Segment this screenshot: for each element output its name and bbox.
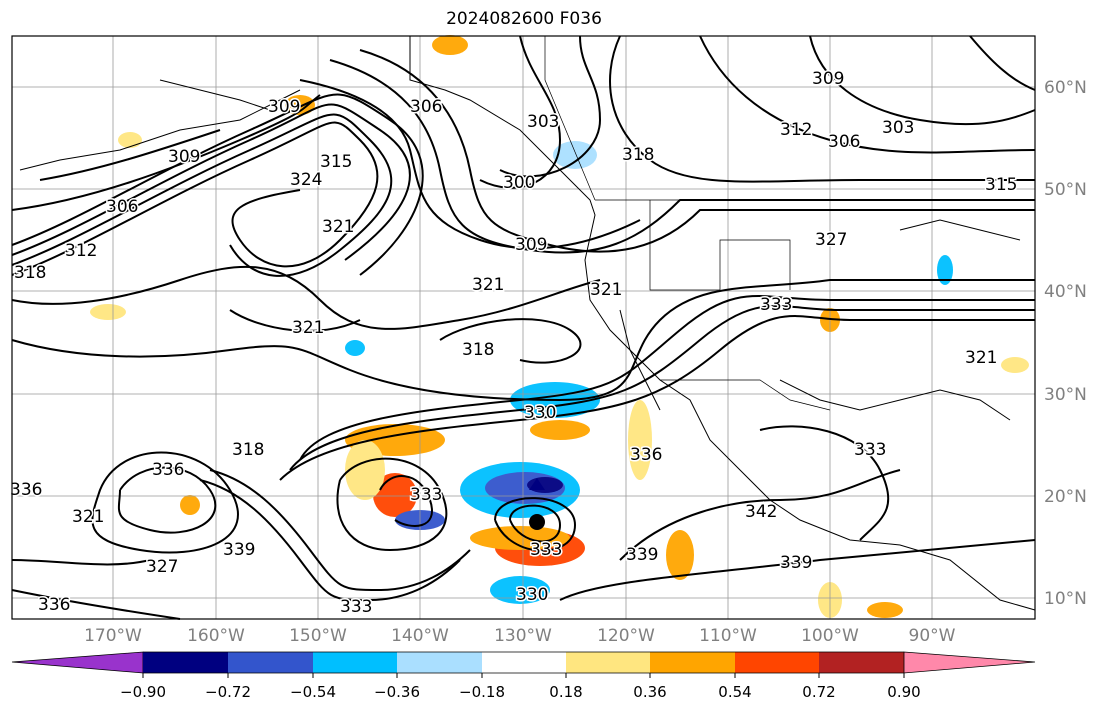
colorbar-tick-label: −0.72	[205, 683, 251, 701]
contour-label: 306	[828, 132, 860, 152]
colorbar	[11, 651, 1036, 678]
contour-label: 309	[812, 69, 844, 89]
lon-label: 130°W	[494, 626, 552, 646]
contour-label: 339	[626, 545, 658, 565]
contour-label: 336	[152, 460, 184, 480]
graticule	[12, 36, 1035, 619]
contour-label: 336	[10, 480, 42, 500]
contour-label: 309	[268, 97, 300, 117]
colorbar-tick-label: −0.54	[290, 683, 336, 701]
contour-label: 333	[760, 295, 792, 315]
contour-label: 333	[530, 540, 562, 560]
contour-label: 327	[815, 230, 847, 250]
coastlines	[19, 36, 1036, 611]
contour-label: 333	[854, 440, 886, 460]
map-title: 2024082600 F036	[446, 9, 602, 29]
contour-label: 309	[515, 235, 547, 255]
lon-label: 120°W	[597, 626, 655, 646]
contour-label: 333	[410, 485, 442, 505]
lat-label: 10°N	[1044, 589, 1087, 609]
contour-label: 318	[622, 145, 654, 165]
contour-labels: 306 309 312 318 315 324 321 306 303 309 …	[9, 68, 1019, 619]
contour-label: 306	[410, 97, 442, 117]
contour-label: 306	[106, 197, 138, 217]
colorbar-tick-label: 0.36	[633, 683, 667, 701]
contour-label: 321	[322, 217, 354, 237]
colorbar-tick-label: −0.90	[120, 683, 166, 701]
contour-label: 300	[503, 173, 535, 193]
contour-label: 312	[780, 120, 812, 140]
contour-label: 333	[340, 597, 372, 617]
storm-triangle	[529, 478, 545, 490]
contour-label: 339	[780, 553, 812, 573]
contour-label: 336	[38, 595, 70, 615]
contour-label: 339	[223, 540, 255, 560]
contour-label: 318	[462, 340, 494, 360]
contour-label: 303	[527, 112, 559, 132]
contour-label: 330	[524, 403, 556, 423]
colorbar-tick-label: 0.90	[887, 683, 921, 701]
lat-label: 30°N	[1044, 385, 1087, 405]
lon-label: 110°W	[699, 626, 757, 646]
contour-label: 321	[590, 280, 622, 300]
contour-label: 318	[14, 263, 46, 283]
lon-label: 90°W	[908, 626, 956, 646]
lat-label: 60°N	[1044, 78, 1087, 98]
contour-label: 330	[516, 585, 548, 605]
contour-label: 318	[232, 440, 264, 460]
contour-label: 324	[290, 170, 322, 190]
contour-label: 336	[630, 445, 662, 465]
lon-label: 170°W	[84, 626, 142, 646]
lon-label: 140°W	[391, 626, 449, 646]
lat-label: 40°N	[1044, 282, 1087, 302]
colorbar-tick-label: −0.36	[374, 683, 420, 701]
contour-label: 321	[292, 318, 324, 338]
contour-label: 303	[882, 118, 914, 138]
contour-label: 321	[965, 348, 997, 368]
colorbar-tick-label: 0.72	[802, 683, 836, 701]
lat-label: 20°N	[1044, 487, 1087, 507]
lon-label: 100°W	[801, 626, 859, 646]
storm-center	[529, 514, 545, 530]
colorbar-tick-label: 0.18	[549, 683, 583, 701]
contour-label: 321	[72, 507, 104, 527]
contour-label: 321	[472, 275, 504, 295]
map-frame	[11, 35, 1036, 620]
contour-label: 327	[146, 557, 178, 577]
contour-label: 315	[985, 175, 1017, 195]
lon-label: 150°W	[289, 626, 347, 646]
lon-label: 160°W	[187, 626, 245, 646]
contour-label: 342	[745, 502, 777, 522]
contour-label: 312	[65, 241, 97, 261]
colorbar-tick-label: −0.18	[459, 683, 505, 701]
contour-label: 309	[168, 147, 200, 167]
contour-label: 315	[320, 152, 352, 172]
colorbar-tick-label: 0.54	[718, 683, 752, 701]
lat-label: 50°N	[1044, 180, 1087, 200]
contours	[11, 35, 1036, 620]
